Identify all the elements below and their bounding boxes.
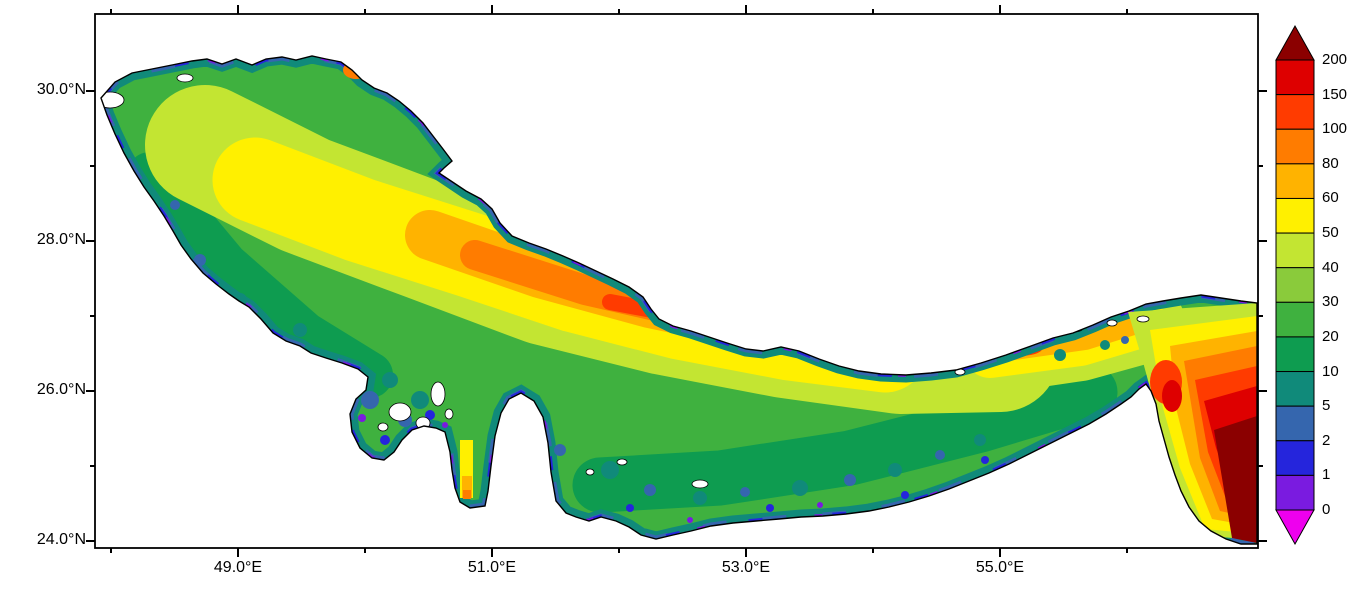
field-layers (101, 56, 1257, 544)
colorbar-cell (1275, 267, 1315, 303)
colorbar-label: 50 (1322, 224, 1339, 241)
colorbar-cell (1275, 440, 1315, 476)
colorbar-label: 20 (1322, 328, 1339, 345)
colorbar-cell (1275, 197, 1315, 234)
colorbar-label: 80 (1322, 155, 1339, 172)
colorbar-label: 100 (1322, 120, 1348, 137)
shallow-patches (170, 200, 1129, 523)
colorbar-label: 2 (1322, 432, 1331, 449)
colorbar-arrow-under (1275, 509, 1315, 546)
colorbar-label: 60 (1322, 189, 1339, 206)
colorbar-label: 150 (1322, 86, 1348, 103)
colorbar-label: 5 (1322, 397, 1331, 414)
colorbar-cell (1275, 128, 1315, 165)
colorbar-label: 0 (1322, 501, 1331, 518)
colorbar-cell (1275, 336, 1315, 373)
colorbar-label: 1 (1322, 466, 1331, 483)
colorbar (1275, 24, 1315, 546)
colorbar-cell (1275, 474, 1315, 511)
plot-frame (94, 13, 1259, 549)
colorbar-label: 40 (1322, 259, 1339, 276)
colorbar-cell (1275, 371, 1315, 407)
colorbar-cell (1275, 94, 1315, 130)
colorbar-label: 30 (1322, 293, 1339, 310)
colorbar-cell (1275, 59, 1315, 96)
colorbar-cell (1275, 405, 1315, 442)
colorbar-arrow-over (1275, 24, 1315, 61)
colorbar-cell (1275, 163, 1315, 199)
colorbar-cell (1275, 232, 1315, 269)
colorbar-cell (1275, 301, 1315, 338)
colorbar-label: 10 (1322, 363, 1339, 380)
colorbar-label: 200 (1322, 51, 1348, 68)
